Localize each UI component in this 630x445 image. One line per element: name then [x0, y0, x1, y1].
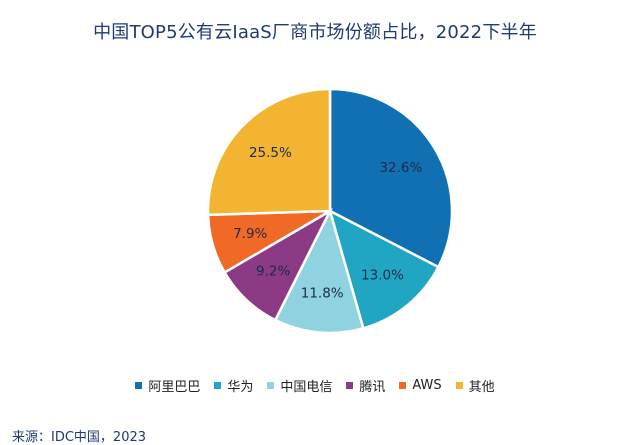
data-label-tencent: 9.2%: [256, 264, 290, 280]
legend-swatch-alibaba: [135, 382, 143, 389]
source-note: 来源：IDC中国，2023: [12, 430, 147, 445]
data-label-china-telecom: 11.8%: [301, 286, 344, 302]
legend-label-others: 其他: [468, 380, 495, 395]
pie-chart: 32.6% 13.0% 11.8% 9.2% 7.9% 25.5%: [206, 87, 454, 335]
legend-swatch-tencent: [346, 382, 354, 389]
legend-item-alibaba: 阿里巴巴: [135, 376, 200, 395]
pie-slice-huawei: [328, 208, 441, 330]
legend-label-alibaba: 阿里巴巴: [148, 380, 201, 395]
pie-slice-others: [206, 87, 332, 217]
legend-item-tencent: 腾讯: [346, 376, 385, 395]
data-label-others: 25.5%: [249, 145, 292, 161]
legend-swatch-china-telecom: [267, 382, 275, 389]
data-label-aws: 7.9%: [233, 226, 267, 242]
chart-title: 中国TOP5公有云IaaS厂商市场份额占比，2022下半年: [93, 22, 537, 43]
legend-item-aws: AWS: [399, 378, 442, 393]
legend-item-huawei: 华为: [214, 376, 253, 395]
legend-swatch-aws: [399, 382, 407, 389]
legend-swatch-others: [455, 382, 463, 389]
data-label-huawei: 13.0%: [361, 267, 404, 283]
legend-item-others: 其他: [455, 376, 495, 395]
legend-label-huawei: 华为: [227, 380, 254, 395]
legend-swatch-huawei: [214, 382, 222, 389]
pie-slice-china-telecom: [273, 207, 365, 335]
legend-label-china-telecom: 中国电信: [280, 380, 333, 395]
legend-item-china-telecom: 中国电信: [267, 376, 332, 395]
legend-label-aws: AWS: [412, 378, 442, 393]
legend: 阿里巴巴 华为 中国电信 腾讯 AWS 其他: [0, 376, 630, 395]
data-label-alibaba: 32.6%: [379, 160, 422, 176]
pie-slice-alibaba: [328, 87, 454, 269]
legend-label-tencent: 腾讯: [359, 380, 386, 395]
